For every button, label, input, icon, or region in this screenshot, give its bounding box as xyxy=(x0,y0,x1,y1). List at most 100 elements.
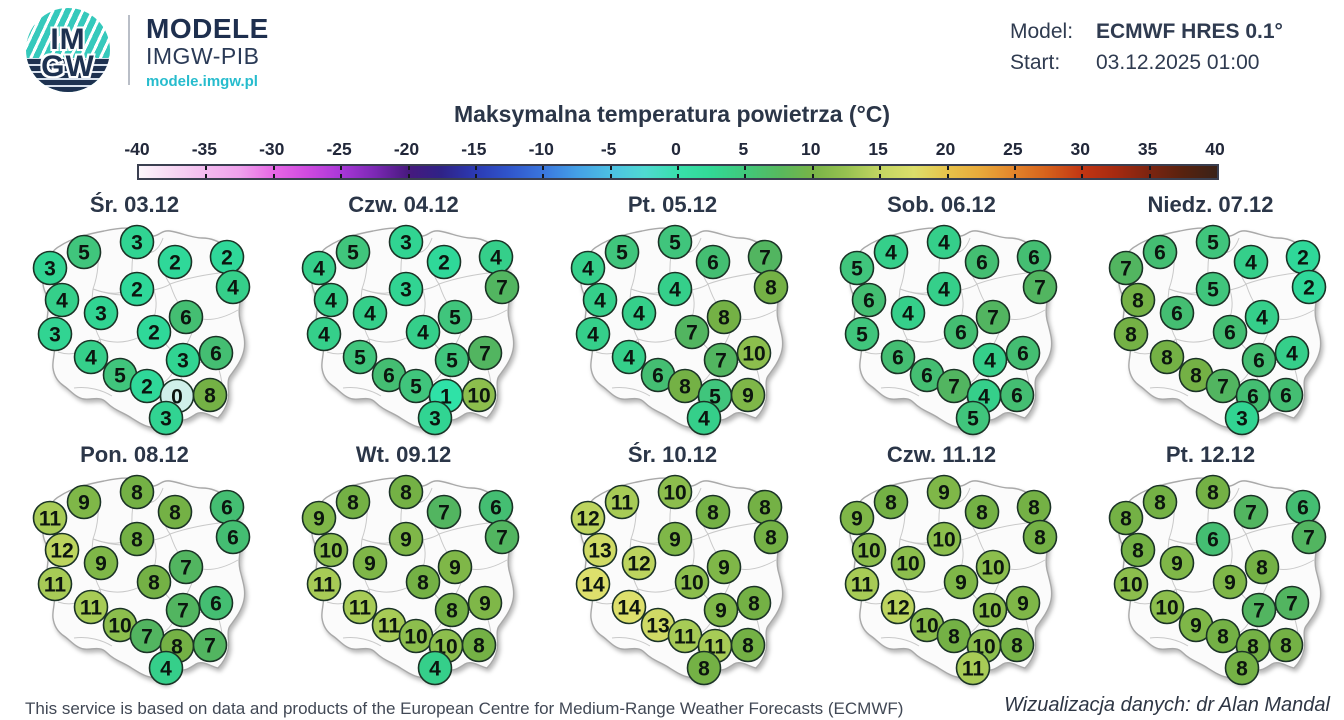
temp-value: 6 xyxy=(1154,242,1166,265)
temp-value: 7 xyxy=(686,322,698,345)
temp-marker xyxy=(301,250,337,286)
temp-value: 8 xyxy=(765,277,777,300)
forecast-map-cell: Sob. 06.12 4 4 6 5 6 4 7 6 4 7 5 6 6 4 6 6 7 4 6 5 xyxy=(807,190,1076,440)
temp-value: 7 xyxy=(496,527,508,550)
temp-marker xyxy=(352,295,388,331)
temp-value: 6 xyxy=(1028,247,1040,270)
temp-value: 7 xyxy=(177,600,189,623)
colorbar-tick-mark xyxy=(407,166,410,170)
colorbar-tick-label: 10 xyxy=(801,139,821,159)
temp-marker xyxy=(301,500,337,536)
temp-value: 3 xyxy=(400,232,412,255)
temp-value: 9 xyxy=(449,557,461,580)
forecast-map-cell: Pon. 08.12 9 8 6 11 8 8 6 12 9 7 11 8 11 7 6 10 7 8 7 4 xyxy=(0,440,269,690)
temp-marker xyxy=(851,532,887,568)
logo-monogram-bottom: GW xyxy=(41,50,95,83)
temp-value: 11 xyxy=(39,508,62,531)
temp-marker xyxy=(434,592,470,628)
temp-value: 8 xyxy=(1217,626,1229,649)
temp-marker xyxy=(1108,500,1144,536)
colorbar-tick-label: -40 xyxy=(124,139,150,159)
temp-marker xyxy=(1244,299,1280,335)
colorbar-tick-mark xyxy=(340,166,343,170)
colorbar-tick-mark xyxy=(677,174,679,178)
temp-marker xyxy=(73,339,109,375)
temp-value: 8 xyxy=(1256,557,1268,580)
temp-marker xyxy=(621,295,657,331)
forecast-map-cell: Pt. 05.12 5 5 7 4 6 4 8 4 4 8 4 7 4 7 10 6 8 5 9 4 xyxy=(538,190,807,440)
temp-marker xyxy=(461,377,497,413)
temp-value: 8 xyxy=(976,502,988,525)
temp-value: 5 xyxy=(967,408,979,431)
temp-value: 7 xyxy=(1286,593,1298,616)
temp-value: 9 xyxy=(313,508,325,531)
colorbar-tick-mark xyxy=(946,166,949,170)
temp-marker xyxy=(1142,234,1178,270)
temp-value: 8 xyxy=(347,492,359,515)
temp-value: 7 xyxy=(438,502,450,525)
temp-value: 7 xyxy=(180,557,192,580)
temp-marker xyxy=(674,314,710,350)
voivodeship-border xyxy=(1229,283,1247,291)
voivodeship-border xyxy=(880,387,920,397)
temp-value: 8 xyxy=(718,307,730,330)
temp-marker xyxy=(1291,519,1327,555)
temp-marker xyxy=(926,224,962,260)
colorbar-tick-mark xyxy=(1148,166,1151,170)
temp-marker xyxy=(37,566,73,602)
temp-marker xyxy=(313,532,349,568)
temp-marker xyxy=(306,566,342,602)
temp-value: 6 xyxy=(1011,385,1023,408)
temp-marker xyxy=(168,549,204,585)
temp-marker xyxy=(417,650,453,686)
temp-value: 10 xyxy=(467,385,490,408)
temp-value: 4 xyxy=(160,658,172,681)
temp-marker xyxy=(1233,244,1269,280)
temp-marker xyxy=(1120,282,1156,318)
temp-value: 4 xyxy=(325,290,337,313)
brand-url[interactable]: modele.imgw.pl xyxy=(146,72,258,90)
temp-value: 8 xyxy=(1125,324,1137,347)
poland-map: 6 527 45 286 48 68 6 48 7 6 63 xyxy=(1108,224,1327,436)
temp-marker xyxy=(955,650,991,686)
colorbar-tick-mark xyxy=(609,174,612,178)
temp-value: 4 xyxy=(938,232,950,255)
temp-marker xyxy=(1224,400,1260,436)
temp-marker xyxy=(136,314,172,350)
temp-value: 8 xyxy=(1132,540,1144,563)
temp-value: 4 xyxy=(490,247,502,270)
temp-marker xyxy=(943,564,979,600)
temp-marker xyxy=(467,585,503,621)
temp-value: 6 xyxy=(490,497,502,520)
temp-marker xyxy=(1005,335,1041,371)
temp-marker xyxy=(703,592,739,628)
voivodeship-border xyxy=(1149,637,1189,647)
temp-value: 7 xyxy=(479,343,491,366)
temp-marker xyxy=(611,339,647,375)
model-value: ECMWF HRES 0.1° xyxy=(1096,20,1283,43)
temp-value: 8 xyxy=(748,593,760,616)
temp-marker xyxy=(157,494,193,530)
temp-value: 7 xyxy=(987,307,999,330)
temp-value: 13 xyxy=(646,615,669,638)
temp-value: 9 xyxy=(742,385,754,408)
start-value: 03.12.2025 01:00 xyxy=(1096,51,1260,74)
temp-marker xyxy=(972,342,1008,378)
temp-marker xyxy=(999,627,1035,663)
temp-value: 10 xyxy=(1119,574,1142,597)
temp-marker xyxy=(943,314,979,350)
temp-value: 4 xyxy=(56,290,68,313)
temp-marker xyxy=(306,316,342,352)
temp-marker xyxy=(215,519,251,555)
temp-marker xyxy=(753,519,789,555)
temp-marker xyxy=(405,314,441,350)
temp-value: 8 xyxy=(1280,635,1292,658)
temp-value: 6 xyxy=(1253,350,1265,373)
temp-value: 10 xyxy=(896,553,919,576)
temp-marker xyxy=(1244,549,1280,585)
temp-value: 6 xyxy=(210,593,222,616)
temp-value: 5 xyxy=(449,307,461,330)
temp-marker xyxy=(730,377,766,413)
